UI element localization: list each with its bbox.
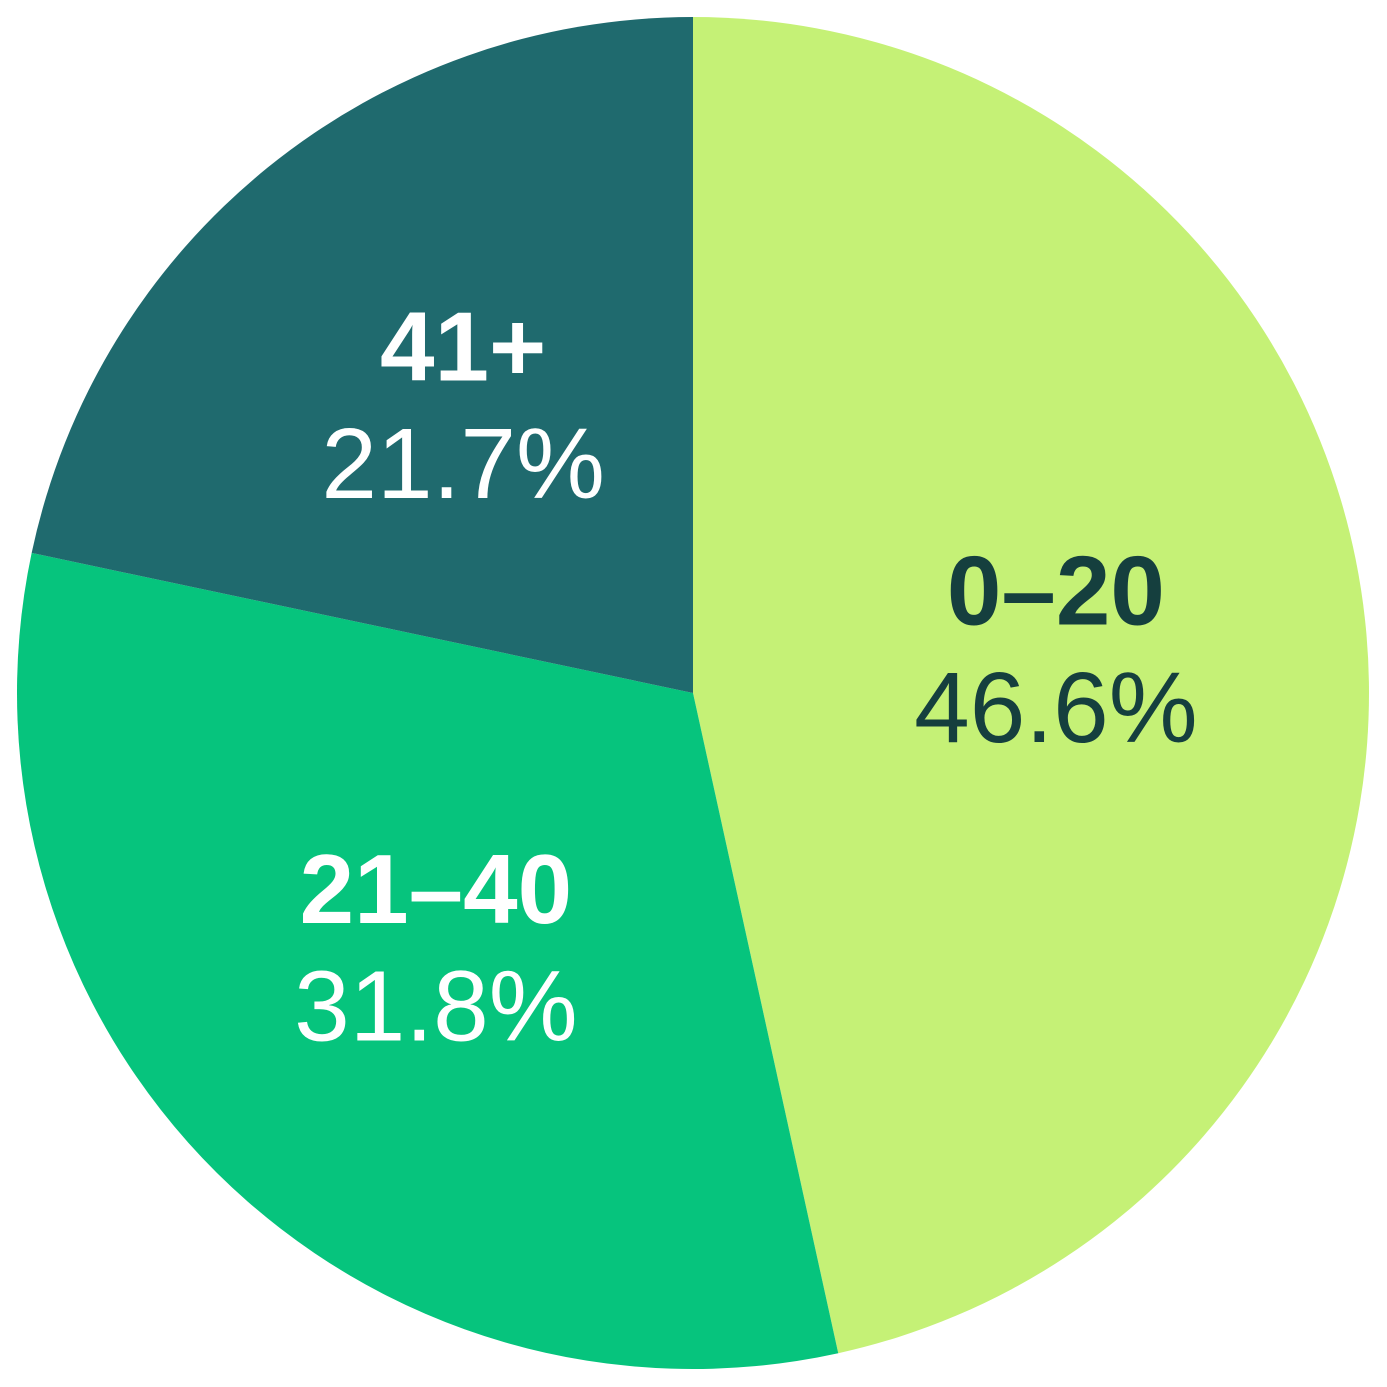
slice-label: 0–20 <box>947 535 1165 645</box>
pie-slice <box>693 17 1369 1354</box>
pie-slice <box>17 552 839 1369</box>
slice-label: 21–40 <box>300 834 573 944</box>
slice-value-label: 21.7% <box>321 408 605 520</box>
slice-label: 41+ <box>380 291 546 401</box>
slice-value-label: 46.6% <box>914 652 1198 764</box>
slice-value-label: 31.8% <box>294 951 578 1063</box>
pie-slice <box>31 17 693 693</box>
